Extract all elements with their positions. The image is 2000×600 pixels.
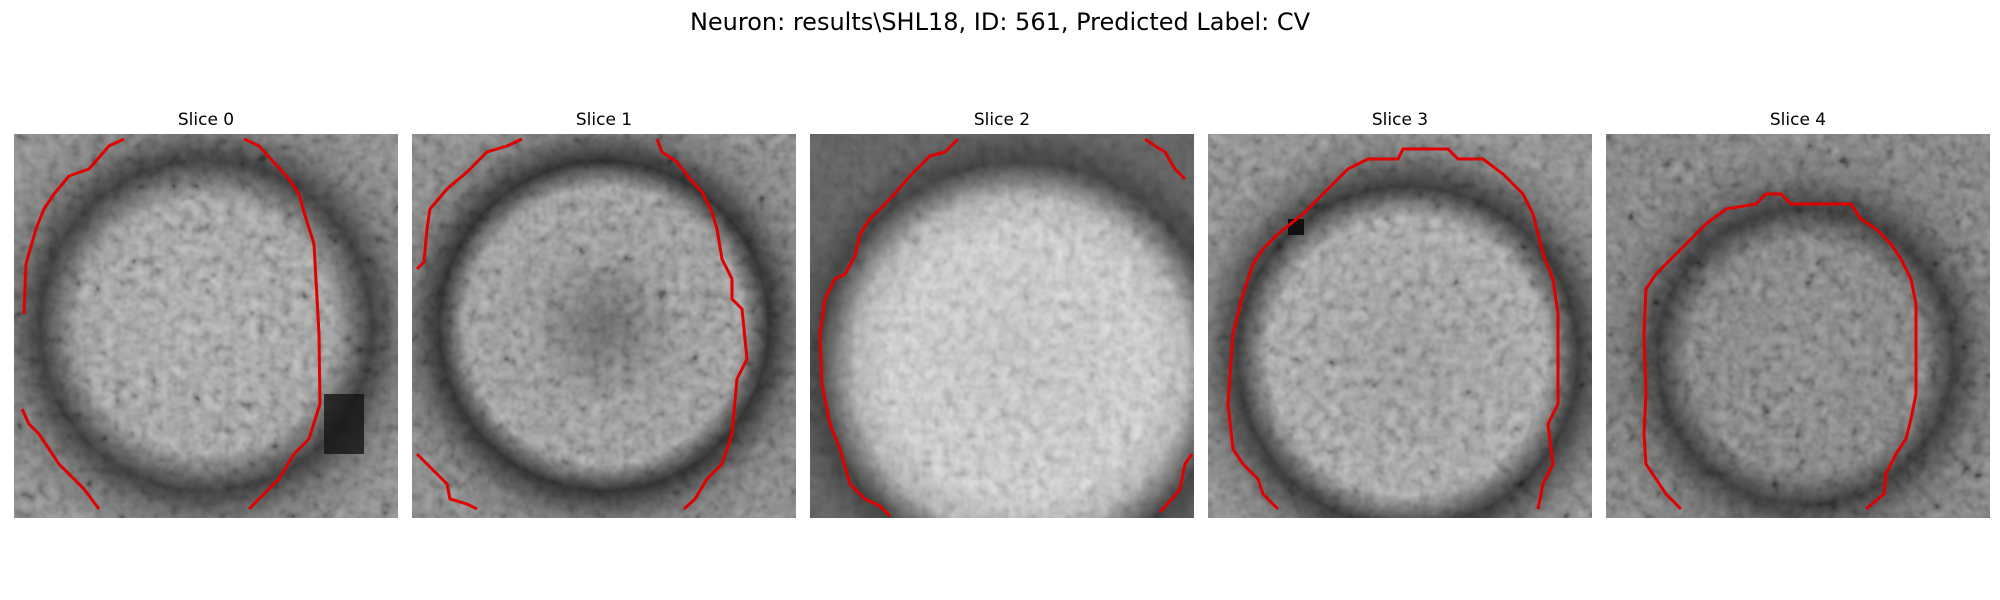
- figure-title: Neuron: results\SHL18, ID: 561, Predicte…: [689, 8, 1311, 36]
- slice-panel-2: Slice 2: [810, 108, 1194, 518]
- slice-title: Slice 1: [575, 110, 633, 130]
- slice-image-2: [810, 134, 1194, 518]
- slice-image-4: [1606, 134, 1990, 518]
- slice-image-0: [14, 134, 398, 518]
- slice-title: Slice 4: [1769, 110, 1827, 130]
- slice-image-3: [1208, 134, 1592, 518]
- slice-panel-3: Slice 3: [1208, 108, 1592, 518]
- slice-title: Slice 2: [973, 110, 1031, 130]
- slice-image-1: [412, 134, 796, 518]
- slice-title: Slice 3: [1371, 110, 1429, 130]
- slice-panel-4: Slice 4: [1606, 108, 1990, 518]
- slice-panel-1: Slice 1: [412, 108, 796, 518]
- slice-title: Slice 0: [177, 110, 235, 130]
- slice-panel-0: Slice 0: [14, 108, 398, 518]
